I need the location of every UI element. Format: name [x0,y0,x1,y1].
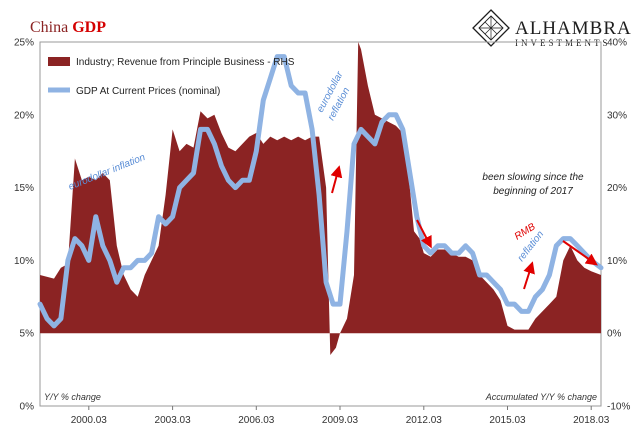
legend-label-gdp: GDP At Current Prices (nominal) [76,86,220,97]
left-axis-label: Y/Y % change [44,392,101,402]
x-tick-label: 2012.03 [406,415,443,426]
x-tick-label: 2000.03 [71,415,108,426]
brand-name: ALHAMBRA [515,18,632,39]
gdp-line-layer [37,54,604,329]
right-axis: -10% 0% 10% 20% 30% 40% [607,38,630,413]
plot-frame [39,41,602,407]
chart-title-prefix: China [30,19,72,36]
brand-subtitle: INVESTMENTS [515,38,611,48]
x-tick-label: 2003.03 [155,415,192,426]
left-axis: 0% 5% 10% 15% 20% 25% [14,38,34,413]
right-axis-label: Accumulated Y/Y % change [485,392,597,402]
arrow-up-2009-icon [330,165,343,194]
x-tick-label: 2006.03 [238,415,275,426]
right-tick-label: 40% [607,38,627,49]
chart-title-emphasis: GDP [72,19,106,36]
x-axis: 2000.03 2003.03 2006.03 2009.03 2012.03 2015.… [71,406,610,426]
left-tick-label: 25% [14,38,34,49]
left-tick-label: 10% [14,256,34,267]
arrow-up-2016-icon [523,261,535,290]
arrow-down-2011-icon [416,219,432,249]
x-tick-label: 2015.03 [489,415,526,426]
right-tick-label: 10% [607,256,627,267]
right-tick-label: -10% [607,402,630,413]
right-tick-label: 30% [607,110,627,121]
gdp-line [37,54,604,329]
left-tick-label: 0% [20,402,35,413]
x-tick-label: 2009.03 [322,415,359,426]
right-tick-label: 20% [607,183,627,194]
right-tick-label: 0% [607,329,622,340]
left-tick-label: 15% [14,183,34,194]
annotation-slowing-2: beginning of 2017 [493,186,573,197]
legend-swatch-revenue [48,57,70,66]
brand-logo-icon [472,9,510,47]
legend: Industry; Revenue from Principle Busines… [48,57,295,97]
arrow-down-2018-icon [562,240,598,266]
chart-title: China GDP [30,19,106,36]
x-tick-label: 2018.03 [573,415,610,426]
annotation-slowing-1: been slowing since the [482,172,584,183]
legend-label-revenue: Industry; Revenue from Principle Busines… [76,57,295,68]
left-tick-label: 20% [14,110,34,121]
left-tick-label: 5% [20,329,35,340]
